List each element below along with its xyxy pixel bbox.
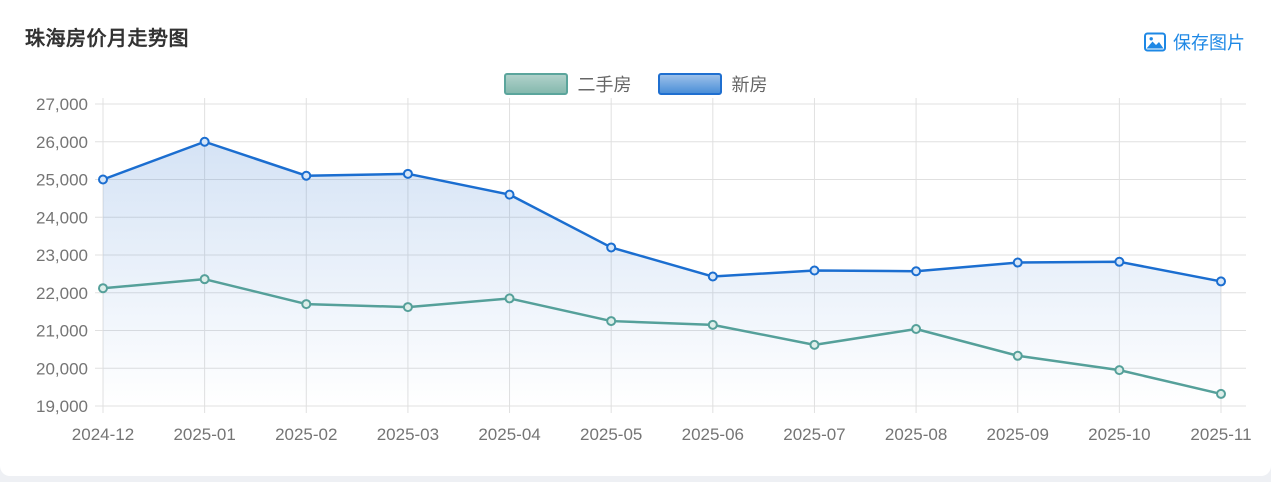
y-axis-label: 20,000 bbox=[36, 359, 88, 378]
y-axis-label: 25,000 bbox=[36, 171, 88, 190]
data-point-新房-2025-06[interactable] bbox=[707, 271, 718, 282]
line-series-二手房 bbox=[101, 277, 1223, 396]
x-axis-label: 2025-11 bbox=[1190, 425, 1251, 444]
legend-label-xinfang: 新房 bbox=[731, 75, 768, 95]
save-image-button[interactable]: 保存图片 bbox=[1144, 29, 1245, 55]
x-axis-label: 2025-01 bbox=[173, 425, 235, 444]
y-axis-label: 24,000 bbox=[36, 208, 88, 227]
x-axis-label: 2025-03 bbox=[377, 425, 439, 444]
data-point-二手房-2025-05[interactable] bbox=[606, 316, 617, 327]
data-point-二手房-2025-11[interactable] bbox=[1216, 388, 1226, 399]
legend-item-xinfang[interactable]: 新房 bbox=[657, 71, 768, 97]
legend-swatch-xinfang bbox=[657, 73, 722, 95]
x-axis-label: 2025-02 bbox=[275, 425, 337, 444]
data-point-新房-2025-03[interactable] bbox=[402, 168, 413, 179]
data-point-二手房-2025-09[interactable] bbox=[1012, 350, 1023, 361]
x-axis-label: 2024-12 bbox=[72, 425, 134, 444]
x-axis-label: 2025-04 bbox=[478, 425, 540, 444]
data-point-新房-2025-08[interactable] bbox=[911, 266, 922, 277]
data-point-新房-2025-04[interactable] bbox=[504, 189, 515, 200]
x-axis-label: 2025-05 bbox=[580, 425, 642, 444]
legend-item-ershoufang[interactable]: 二手房 bbox=[503, 71, 632, 97]
y-axis-label: 27,000 bbox=[36, 95, 88, 114]
chart-header: 珠海房价月走势图 保存图片 bbox=[0, 0, 1271, 60]
legend-swatch-ershoufang bbox=[503, 73, 568, 95]
data-point-新房-2025-09[interactable] bbox=[1012, 257, 1023, 268]
data-point-新房-2024-12[interactable] bbox=[98, 174, 108, 185]
legend-label-ershoufang: 二手房 bbox=[577, 75, 632, 95]
y-axis-label: 26,000 bbox=[36, 133, 88, 152]
x-axis-label: 2025-09 bbox=[987, 425, 1049, 444]
y-axis-label: 22,000 bbox=[36, 284, 88, 303]
data-point-二手房-2024-12[interactable] bbox=[98, 283, 108, 294]
y-axis-label: 19,000 bbox=[36, 397, 88, 416]
save-image-label: 保存图片 bbox=[1173, 33, 1245, 53]
data-point-新房-2025-01[interactable] bbox=[199, 136, 210, 147]
x-axis-label: 2025-08 bbox=[885, 425, 947, 444]
data-point-新房-2025-02[interactable] bbox=[301, 170, 312, 181]
data-point-二手房-2025-04[interactable] bbox=[504, 293, 515, 304]
chart-legend: 二手房 新房 bbox=[503, 71, 768, 97]
x-axis-label: 2025-10 bbox=[1088, 425, 1150, 444]
data-point-二手房-2025-03[interactable] bbox=[402, 302, 413, 313]
image-icon bbox=[1144, 32, 1166, 52]
line-series-新房 bbox=[101, 140, 1223, 283]
page-title: 珠海房价月走势图 bbox=[25, 28, 189, 50]
data-point-二手房-2025-06[interactable] bbox=[707, 319, 718, 330]
y-axis-label: 23,000 bbox=[36, 246, 88, 265]
x-axis-label: 2025-06 bbox=[682, 425, 744, 444]
data-point-新房-2025-07[interactable] bbox=[809, 265, 820, 276]
data-point-二手房-2025-10[interactable] bbox=[1114, 365, 1125, 376]
data-point-二手房-2025-07[interactable] bbox=[809, 339, 820, 350]
data-point-新房-2025-10[interactable] bbox=[1114, 256, 1125, 267]
data-point-二手房-2025-08[interactable] bbox=[911, 323, 922, 334]
area-fill-新房 bbox=[103, 141, 1221, 406]
data-point-新房-2025-05[interactable] bbox=[606, 242, 617, 253]
y-axis-label: 21,000 bbox=[36, 322, 88, 341]
data-point-二手房-2025-02[interactable] bbox=[301, 299, 312, 310]
data-point-二手房-2025-01[interactable] bbox=[199, 274, 210, 285]
data-point-新房-2025-11[interactable] bbox=[1216, 276, 1226, 287]
x-axis-label: 2025-07 bbox=[783, 425, 845, 444]
